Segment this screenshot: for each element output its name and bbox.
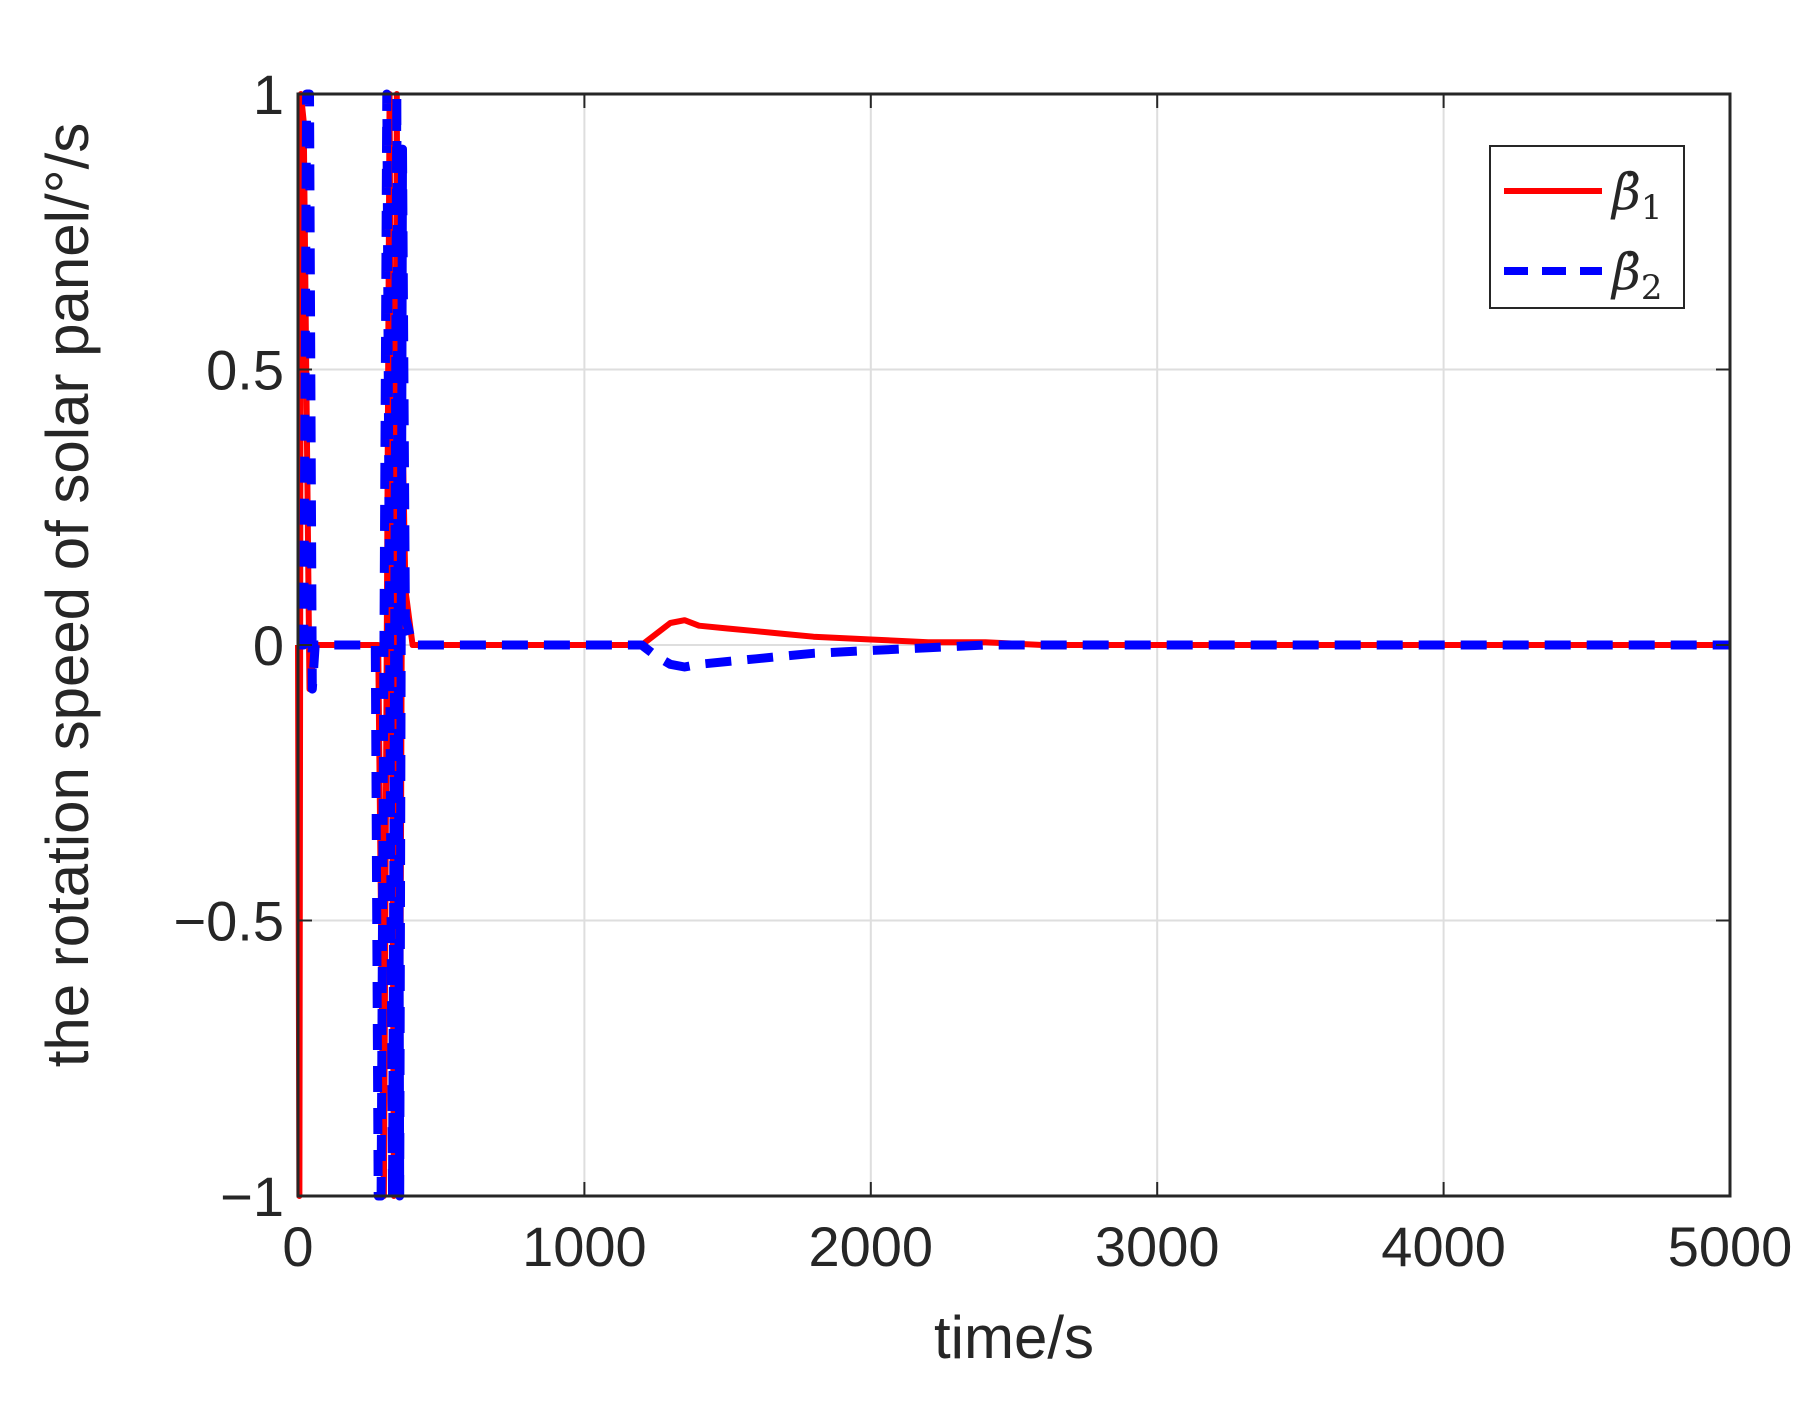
y-tick-label: −1 xyxy=(220,1165,284,1228)
x-tick-label: 0 xyxy=(282,1215,313,1278)
series-layer xyxy=(295,89,1730,1201)
x-axis-title: time/s xyxy=(934,1304,1094,1371)
legend: β̇1β̇2 xyxy=(1489,145,1685,309)
y-tick-label: 1 xyxy=(253,63,284,126)
x-tick-label: 2000 xyxy=(809,1215,934,1278)
y-tick-label: 0.5 xyxy=(206,339,284,402)
tick-layer: 0 1000 2000 3000 4000 5000 −1 −0.5 0 0.5 1 xyxy=(173,63,1792,1278)
x-tick-label: 3000 xyxy=(1095,1215,1220,1278)
y-tick-label: −0.5 xyxy=(173,890,284,953)
series-line-2 xyxy=(298,89,1730,1201)
x-tick-label: 1000 xyxy=(522,1215,647,1278)
legend-box xyxy=(1489,145,1685,309)
y-tick-label: 0 xyxy=(253,614,284,677)
x-tick-label: 4000 xyxy=(1381,1215,1506,1278)
x-tick-label: 5000 xyxy=(1668,1215,1793,1278)
y-axis-title: the rotation speed of solar panel/°/s xyxy=(34,123,101,1068)
